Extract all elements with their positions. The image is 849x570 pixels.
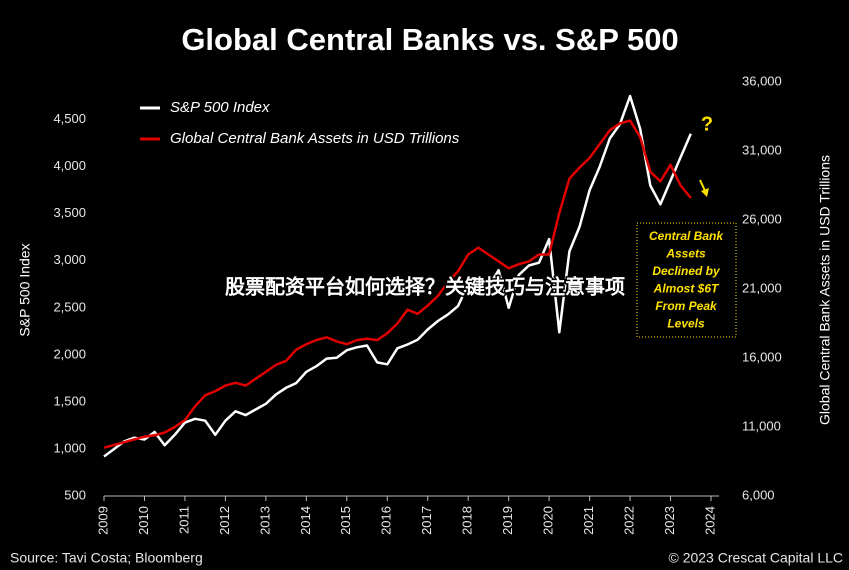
x-tick-label: 2013: [257, 506, 272, 535]
x-tick-label: 2019: [500, 506, 515, 535]
y2-tick-label: 16,000: [742, 349, 782, 364]
plot-area: 500 1,000 1,500 2,000 2,500 3,000 3,500 4,000 4,…: [53, 73, 781, 534]
x-tick-label: 2021: [581, 506, 596, 535]
annotation-text: Almost $6T: [653, 282, 720, 296]
x-tick-label: 2014: [298, 506, 313, 535]
arrow-head: [701, 188, 709, 197]
annotation-box: [636, 222, 737, 338]
legend-label: Global Central Bank Assets in USD Trilli…: [170, 130, 460, 147]
legend-label: S&P 500 Index: [170, 99, 270, 116]
y2-tick-label: 26,000: [742, 211, 782, 226]
y-tick-label: 2,500: [53, 299, 86, 314]
y2-tick-label: 6,000: [742, 487, 775, 502]
source: Source: Tavi Costa; Bloomberg: [10, 550, 203, 566]
x-tick-label: 2024: [702, 506, 717, 535]
copyright: © 2023 Crescat Capital LLC: [668, 550, 843, 566]
x-tick-label: 2018: [460, 506, 475, 535]
x-tick-label: 2012: [217, 506, 232, 535]
y-tick-label: 3,500: [53, 205, 86, 220]
x-tick-label: 2023: [662, 506, 677, 535]
series-line: [103, 94, 692, 458]
y2-axis-label: Global Central Bank Assets in USD Trilli…: [817, 155, 833, 425]
x-tick-label: 2022: [622, 506, 637, 535]
x-tick-label: 2015: [338, 506, 353, 535]
chart-title: Global Central Banks vs. S&P 500: [181, 22, 678, 57]
y2-tick-label: 21,000: [742, 280, 782, 295]
annotation-text: Declined by: [652, 264, 721, 278]
y2-tick-label: 31,000: [742, 142, 782, 157]
y-tick-label: 2,000: [53, 346, 86, 361]
x-tick-label: 2009: [95, 506, 110, 535]
annotation-text: From Peak: [655, 299, 718, 313]
y2-tick-label: 11,000: [742, 418, 781, 433]
x-tick-label: 2011: [176, 506, 191, 534]
annotation-text: Assets: [665, 247, 706, 261]
y-tick-label: 4,000: [53, 158, 86, 173]
y-tick-label: 1,000: [53, 440, 86, 455]
series-line: [103, 119, 692, 449]
y-tick-label: 1,500: [53, 393, 86, 408]
y-tick-label: 3,000: [53, 252, 86, 267]
x-tick-label: 2016: [379, 506, 394, 535]
x-tick-label: 2020: [541, 506, 556, 535]
annotation-question: ?: [701, 113, 713, 135]
annotation-text: Central Bank: [649, 229, 724, 243]
y-axis-label: S&P 500 Index: [17, 243, 33, 336]
y-tick-label: 4,500: [53, 111, 86, 126]
annotation-text: Levels: [667, 317, 705, 331]
overlay-text: 股票配资平台如何选择？关键技巧与注意事项: [225, 274, 625, 298]
x-tick-label: 2017: [419, 506, 434, 535]
y2-tick-label: 36,000: [742, 73, 782, 88]
x-tick-label: 2010: [136, 506, 151, 535]
y-tick-label: 500: [64, 487, 86, 502]
